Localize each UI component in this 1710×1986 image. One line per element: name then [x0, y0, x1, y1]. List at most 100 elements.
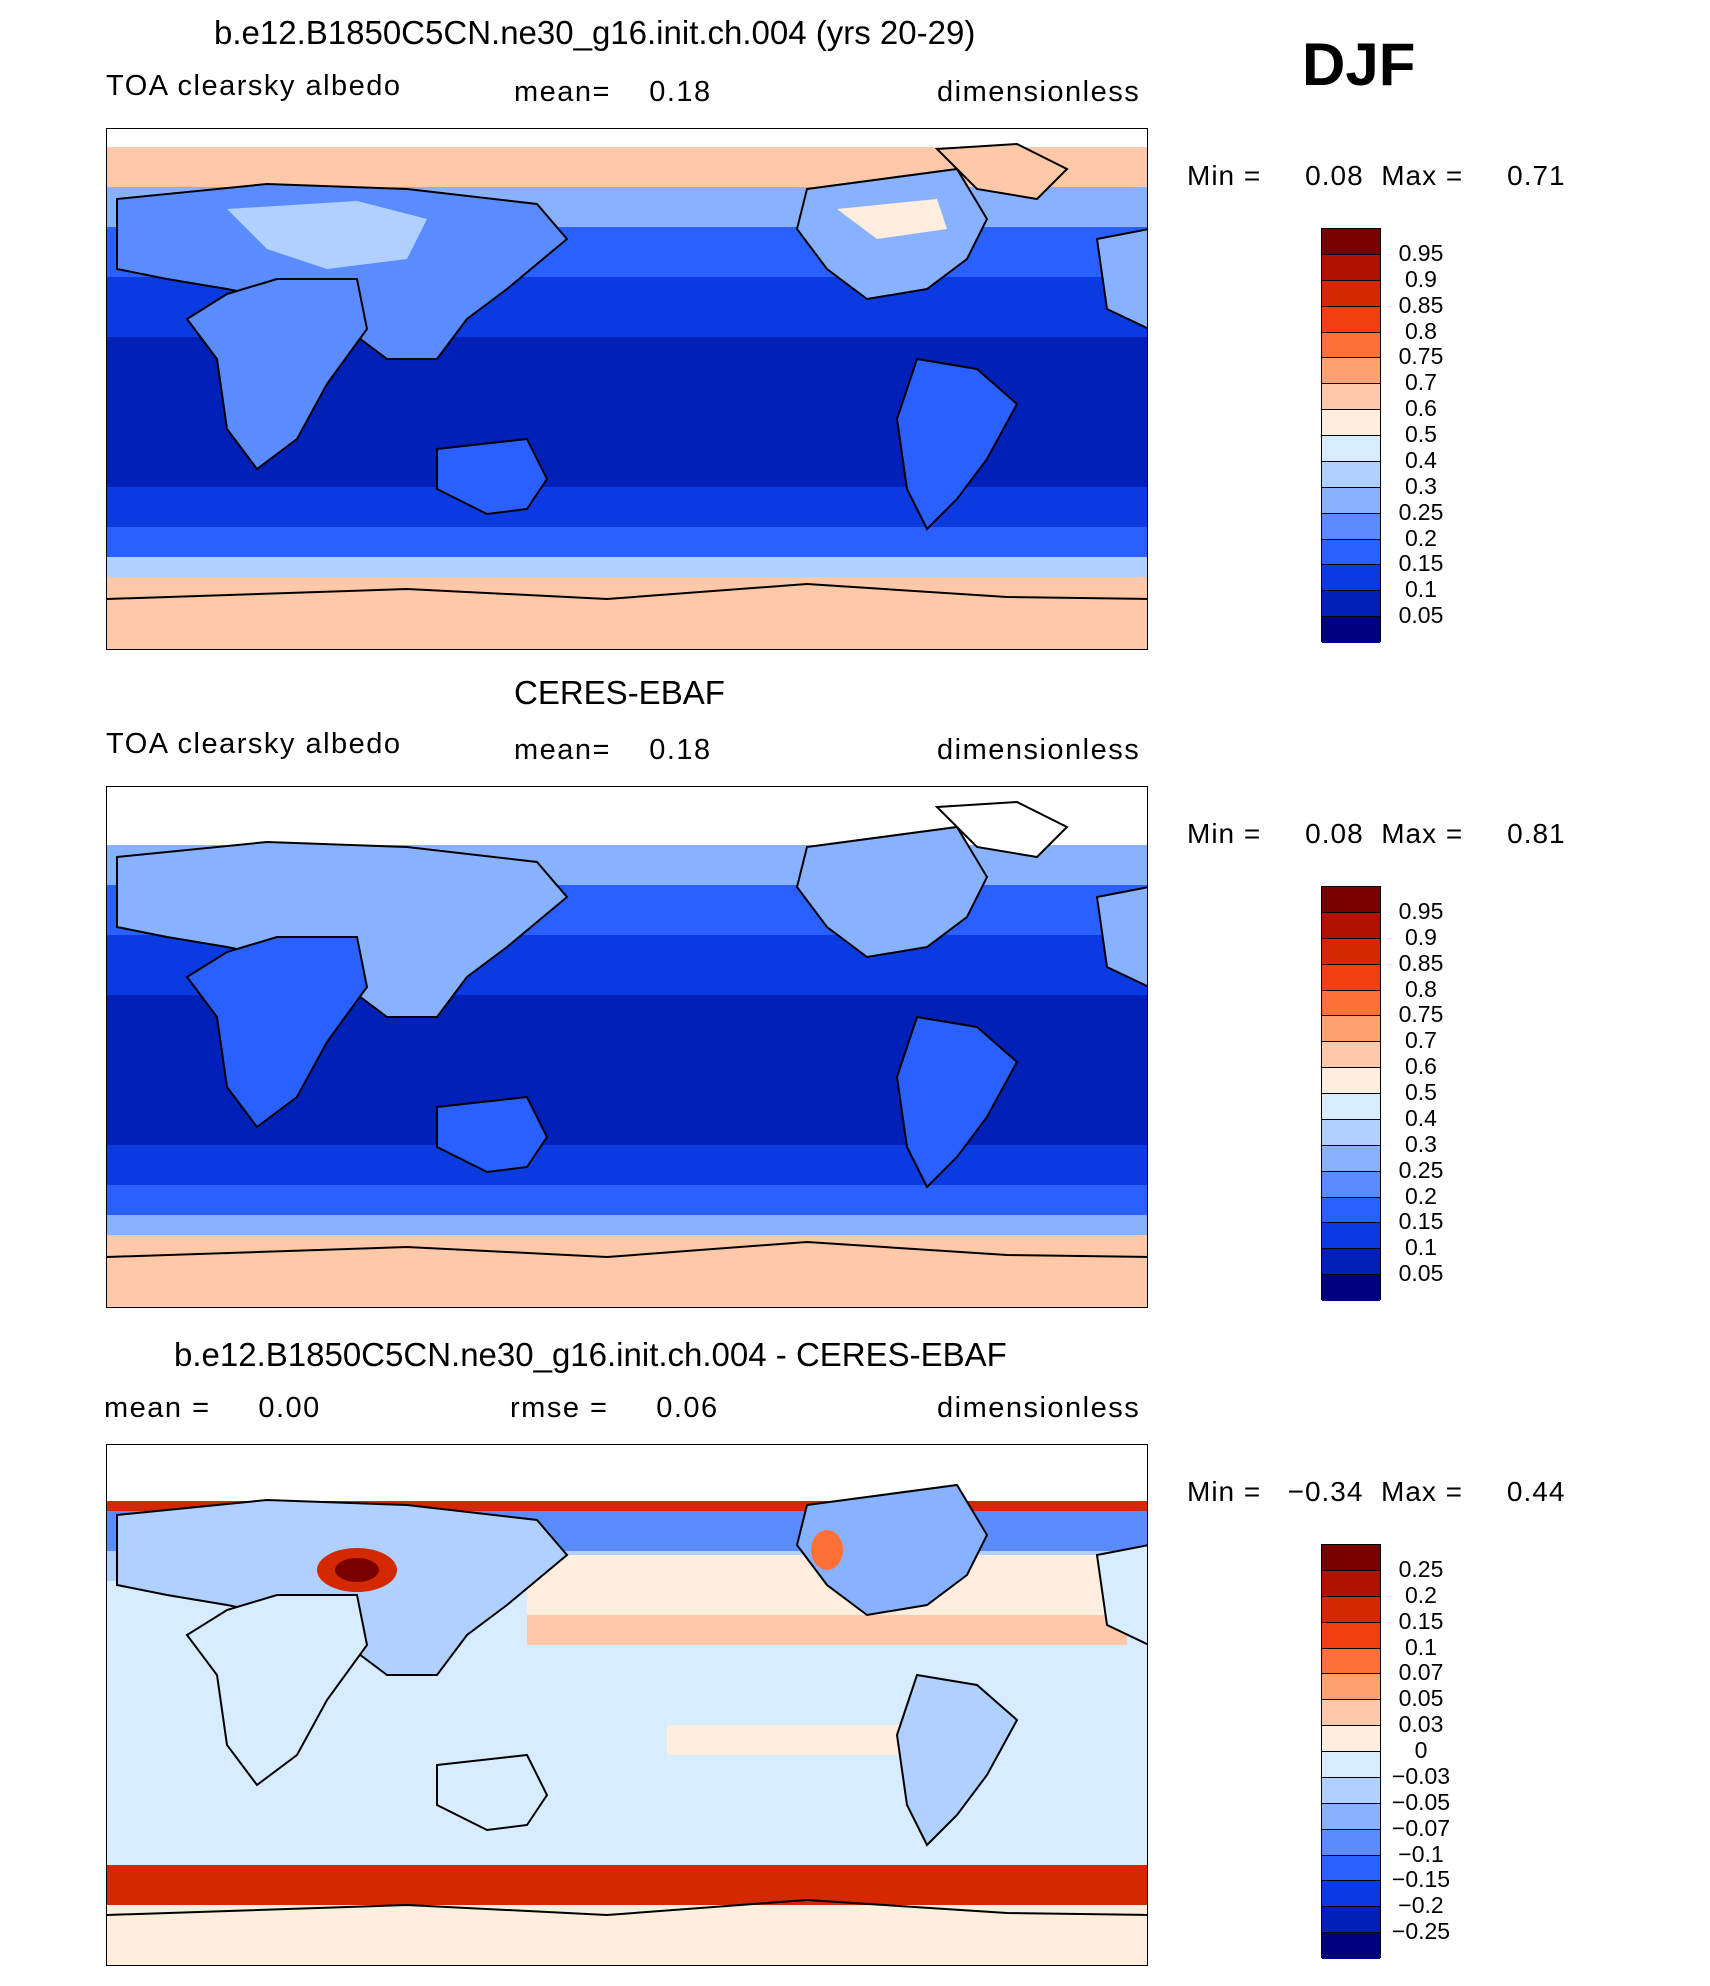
- colorbar-swatch: [1322, 938, 1380, 965]
- colorbar-swatch: [1322, 1275, 1380, 1301]
- panel3-minmax: Min = −0.34 Max = 0.44: [1187, 1476, 1566, 1507]
- colorbar-swatch: [1322, 1068, 1380, 1094]
- colorbar-swatch: [1322, 1223, 1380, 1250]
- colorbar-tick-label: 0.75: [1398, 343, 1444, 370]
- panel3-map: [106, 1444, 1148, 1966]
- season-label: DJF: [1302, 31, 1416, 98]
- colorbar-swatch: [1322, 1016, 1380, 1043]
- panel2-colorbar: [1321, 886, 1381, 1301]
- colorbar-tick-label: 0.85: [1398, 291, 1444, 318]
- colorbar-tick-label: 0: [1414, 1737, 1428, 1763]
- colorbar-swatch: [1322, 1752, 1380, 1778]
- colorbar-swatch: [1322, 461, 1380, 488]
- colorbar-swatch: [1322, 487, 1380, 514]
- colorbar-tick-label: 0.15: [1398, 550, 1444, 577]
- colorbar-swatch: [1322, 436, 1380, 462]
- colorbar-swatch: [1322, 358, 1380, 385]
- panel2-minmax: Min = 0.08 Max = 0.81: [1187, 818, 1566, 849]
- colorbar-tick-label: 0.07: [1398, 1659, 1444, 1686]
- colorbar-swatch: [1322, 1726, 1380, 1752]
- colorbar-swatch: [1322, 410, 1380, 436]
- colorbar-swatch: [1322, 1648, 1380, 1675]
- colorbar-tick-label: 0.15: [1398, 1607, 1444, 1634]
- panel3-units-label: dimensionless: [937, 1392, 1141, 1424]
- colorbar-tick-label: 0.9: [1405, 923, 1437, 950]
- colorbar-tick-label: 0.85: [1398, 949, 1444, 976]
- colorbar-swatch: [1322, 1933, 1380, 1959]
- colorbar-tick-label: 0.03: [1398, 1711, 1444, 1738]
- colorbar-swatch: [1322, 1197, 1380, 1224]
- colorbar-tick-label: 0.25: [1398, 498, 1444, 525]
- colorbar-tick-label: 0.95: [1398, 897, 1444, 924]
- colorbar-swatch: [1322, 1145, 1380, 1172]
- colorbar-tick-label: 0.4: [1405, 446, 1437, 473]
- colorbar-tick-label: 0.2: [1405, 1182, 1437, 1209]
- colorbar-tick-label: 0.1: [1405, 576, 1437, 603]
- colorbar-swatch: [1322, 1622, 1380, 1649]
- colorbar-tick-label: 0.7: [1405, 1027, 1437, 1054]
- colorbar-tick-label: 0.2: [1405, 524, 1437, 551]
- panel2-title: CERES-EBAF: [514, 674, 725, 711]
- panel2-units-label: dimensionless: [937, 734, 1141, 766]
- colorbar-swatch: [1322, 1674, 1380, 1701]
- colorbar-swatch: [1322, 591, 1380, 618]
- colorbar-swatch: [1322, 332, 1380, 359]
- panel1-variable-label: TOA clearsky albedo: [106, 70, 402, 102]
- panel1-colorbar: [1321, 228, 1381, 643]
- colorbar-tick-label: 0.15: [1398, 1208, 1444, 1235]
- colorbar-tick-label: −0.05: [1391, 1788, 1451, 1815]
- colorbar-swatch: [1322, 1094, 1380, 1120]
- colorbar-swatch: [1322, 617, 1380, 643]
- panel1-title: b.e12.B1850C5CN.ne30_g16.init.ch.004 (yr…: [214, 14, 976, 51]
- colorbar-tick-label: 0.95: [1398, 239, 1444, 266]
- colorbar-swatch: [1322, 1881, 1380, 1908]
- colorbar-tick-label: 0.6: [1405, 1053, 1437, 1080]
- colorbar-swatch: [1322, 1171, 1380, 1198]
- colorbar-tick-label: −0.07: [1391, 1814, 1451, 1841]
- panel3-title: b.e12.B1850C5CN.ne30_g16.init.ch.004 - C…: [174, 1336, 1007, 1373]
- colorbar-tick-label: 0.25: [1398, 1555, 1444, 1582]
- colorbar-swatch: [1322, 565, 1380, 592]
- panel1-units-label: dimensionless: [937, 76, 1141, 108]
- colorbar-tick-label: 0.3: [1405, 472, 1437, 499]
- colorbar-swatch: [1322, 1596, 1380, 1623]
- colorbar-tick-label: 0.5: [1405, 421, 1437, 447]
- colorbar-swatch: [1322, 513, 1380, 540]
- colorbar-tick-label: −0.03: [1391, 1762, 1451, 1789]
- colorbar-tick-label: 0.05: [1398, 602, 1444, 629]
- colorbar-swatch: [1322, 1855, 1380, 1882]
- colorbar-tick-label: 0.4: [1405, 1104, 1437, 1131]
- panel2-mean-label: mean= 0.18: [514, 734, 712, 766]
- colorbar-tick-label: 0.3: [1405, 1130, 1437, 1157]
- panel3-rmse-label: rmse = 0.06: [510, 1392, 719, 1424]
- colorbar-swatch: [1322, 1545, 1380, 1571]
- colorbar-swatch: [1322, 1119, 1380, 1146]
- colorbar-tick-label: 0.25: [1398, 1156, 1444, 1183]
- colorbar-swatch: [1322, 1700, 1380, 1727]
- colorbar-swatch: [1322, 1042, 1380, 1069]
- colorbar-swatch: [1322, 1803, 1380, 1830]
- colorbar-swatch: [1322, 1829, 1380, 1856]
- colorbar-tick-label: 0.1: [1405, 1234, 1437, 1261]
- panel1-mean-label: mean= 0.18: [514, 76, 712, 108]
- colorbar-tick-label: 0.9: [1405, 265, 1437, 292]
- colorbar-swatch: [1322, 1907, 1380, 1934]
- colorbar-tick-label: 0.8: [1405, 317, 1437, 344]
- colorbar-swatch: [1322, 280, 1380, 307]
- colorbar-swatch: [1322, 306, 1380, 333]
- colorbar-tick-label: 0.2: [1405, 1581, 1437, 1608]
- colorbar-swatch: [1322, 887, 1380, 913]
- colorbar-swatch: [1322, 254, 1380, 281]
- colorbar-swatch: [1322, 1249, 1380, 1276]
- panel2-map: [106, 786, 1148, 1308]
- panel1-map: [106, 128, 1148, 650]
- panel3-mean-label: mean = 0.00: [104, 1392, 321, 1424]
- colorbar-tick-label: −0.15: [1391, 1866, 1451, 1893]
- colorbar-swatch: [1322, 990, 1380, 1017]
- colorbar-tick-label: −0.2: [1398, 1892, 1444, 1919]
- colorbar-tick-label: 0.8: [1405, 975, 1437, 1002]
- colorbar-tick-label: 0.1: [1405, 1633, 1437, 1660]
- colorbar-tick-label: 0.6: [1405, 395, 1437, 422]
- colorbar-tick-label: 0.5: [1405, 1079, 1437, 1105]
- colorbar-swatch: [1322, 1777, 1380, 1804]
